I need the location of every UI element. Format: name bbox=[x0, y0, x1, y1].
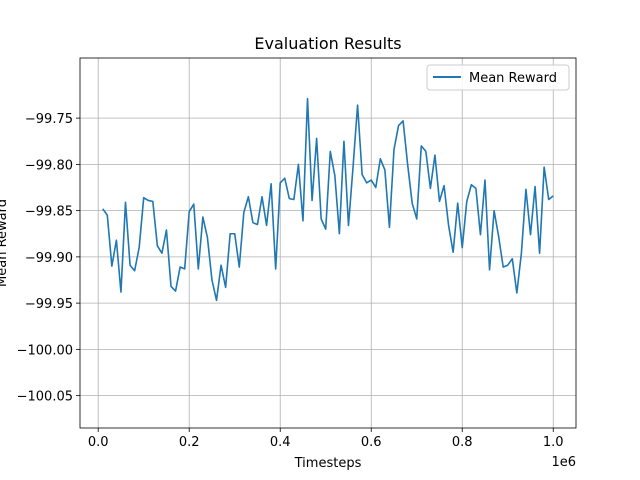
y-axis-label: Mean Reward bbox=[0, 199, 10, 287]
x-tick-label: 0.6 bbox=[361, 435, 382, 450]
x-axis-label: Timesteps bbox=[294, 456, 362, 471]
x-tick-label: 0.4 bbox=[270, 435, 291, 450]
series-line-mean-reward bbox=[102, 97, 554, 302]
legend-box bbox=[426, 64, 570, 91]
x-tick-label: 0.0 bbox=[88, 435, 109, 450]
y-tick-label: −100.00 bbox=[17, 343, 73, 358]
y-tick-label: −100.05 bbox=[17, 390, 73, 405]
y-tick-label: −99.85 bbox=[25, 205, 73, 220]
x-tick-label: 0.8 bbox=[452, 435, 473, 450]
legend-label: Mean Reward bbox=[469, 71, 557, 86]
y-tick-label: −99.75 bbox=[25, 112, 73, 127]
grid bbox=[80, 58, 576, 428]
plot-area bbox=[80, 58, 576, 428]
x-tick-label: 0.2 bbox=[179, 435, 200, 450]
legend: Mean Reward bbox=[426, 64, 570, 91]
y-tick-label: −99.80 bbox=[25, 158, 73, 173]
y-tick-label: −99.90 bbox=[25, 251, 73, 266]
plot-frame bbox=[79, 57, 577, 429]
x-axis-offset-label: 1e6 bbox=[551, 455, 576, 470]
series-layer bbox=[102, 97, 554, 302]
x-tick-label: 1.0 bbox=[543, 435, 564, 450]
y-axis: −99.75 −99.80 −99.85 −99.90 −99.95 −100.00 −10… bbox=[17, 112, 80, 405]
x-axis: 0.0 0.2 0.4 0.6 0.8 1.0 bbox=[88, 428, 564, 450]
chart-title: Evaluation Results bbox=[254, 34, 401, 53]
y-tick-label: −99.95 bbox=[25, 297, 73, 312]
